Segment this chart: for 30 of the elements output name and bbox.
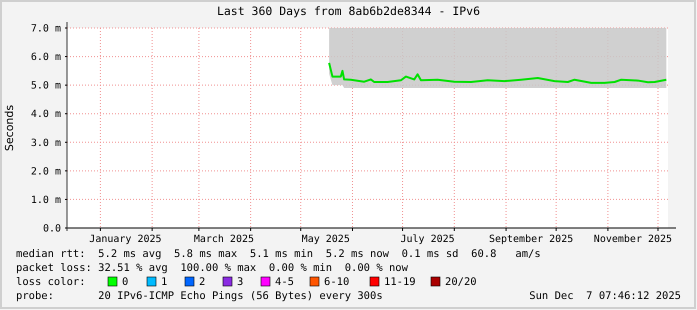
text: loss color: xyxy=(16,276,86,288)
text: 2 xyxy=(199,276,206,288)
chart-title: Last 360 Days from 8ab6b2de8344 - IPv6 xyxy=(216,4,480,18)
y-tick-label: 5.0 m xyxy=(30,80,61,92)
y-tick-label: 2.0 m xyxy=(30,166,61,178)
x-tick-label: January 2025 xyxy=(89,234,162,245)
text: 6-10 xyxy=(324,276,350,288)
text: 20/20 xyxy=(445,276,477,288)
y-tick-label: 6.0 m xyxy=(30,52,61,64)
text: 11-19 xyxy=(384,276,416,288)
line-series xyxy=(328,62,668,84)
text: median rtt: 5.2 ms avg 5.8 ms max 5.1 ms min 5.2 ms now 0.1 ms sd 60.8 am/s xyxy=(16,248,541,260)
y-tick-label: 7.0 m xyxy=(30,24,61,34)
text: 3 xyxy=(237,276,244,288)
y-axis-title: Seconds xyxy=(3,104,16,152)
text: packet loss: 32.51 % avg 100.00 % max 0.00 % min 0.00 % now xyxy=(16,262,409,274)
text: 4-5 xyxy=(275,276,294,288)
y-tick-label: 1.0 m xyxy=(30,194,61,206)
y-tick-label: 0.0 xyxy=(42,224,61,234)
text: 1 xyxy=(161,276,168,288)
x-tick-label: November 2025 xyxy=(594,234,672,245)
text: probe: 20 IPv6-ICMP Echo Pings (56 Bytes) every 300s xyxy=(16,290,383,302)
y-tick-label: 3.0 m xyxy=(30,138,61,149)
text: Sun Dec 7 07:46:12 2025 xyxy=(529,290,681,302)
x-tick-label: March 2025 xyxy=(194,234,254,245)
text: 0 xyxy=(122,276,128,288)
y-tick-label: 4.0 m xyxy=(30,109,61,120)
x-tick-label: September 2025 xyxy=(488,234,574,245)
x-tick-label: May 2025 xyxy=(302,234,350,245)
x-tick-label: July 2025 xyxy=(400,234,455,245)
